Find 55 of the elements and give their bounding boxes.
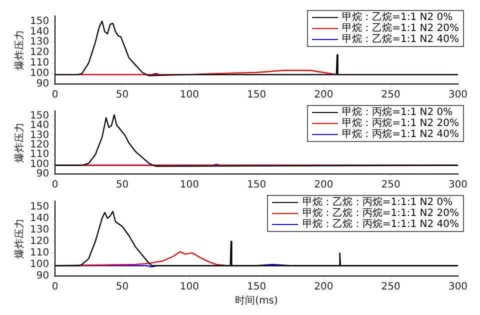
x-tick-label: 0 [52, 90, 58, 101]
x-tick-label: 300 [448, 282, 468, 293]
y-tick-label: 100 [30, 68, 50, 80]
legend-label: 甲烷：丙烷=1:1 N2 20% [342, 118, 459, 129]
legend-label: 甲烷：乙烷=1:1 N2 20% [342, 23, 459, 34]
y-tick-label: 130 [30, 130, 50, 141]
legend-label: 甲烷：丙烷=1:1 N2 40% [342, 129, 459, 140]
y-tick-label: 110 [30, 58, 50, 69]
y-tick-label: 110 [30, 248, 50, 259]
y-tick-label: 140 [30, 212, 50, 224]
x-tick-label: 250 [381, 282, 400, 293]
legend-label: 甲烷：乙烷：丙烷=1:1:1 N2 0% [302, 197, 453, 208]
y-tick-label: 130 [30, 36, 50, 48]
x-axis-title: 时间(ms) [235, 294, 278, 307]
x-tick-label: 150 [246, 90, 266, 101]
y-tick-label: 120 [30, 236, 50, 247]
y-tick-label: 120 [30, 140, 50, 151]
y-tick-label: 100 [30, 158, 50, 170]
y-tick-label: 140 [30, 120, 50, 132]
y-tick-label: 120 [30, 47, 50, 58]
x-tick-label: 300 [448, 180, 468, 191]
y-tick-label: 130 [30, 224, 50, 236]
y-tick-label: 90 [36, 168, 50, 180]
x-tick-label: 50 [116, 90, 129, 101]
x-tick-label: 250 [381, 180, 400, 191]
y-tick-label: 150 [30, 201, 50, 212]
x-tick-label: 0 [52, 282, 58, 293]
legend-label: 甲烷：乙烷：丙烷=1:1:1 N2 40% [302, 219, 459, 230]
y-axis-title: 爆炸压力 [14, 30, 26, 70]
y-axis-title: 爆炸压力 [14, 218, 26, 258]
x-tick-label: 100 [180, 90, 199, 101]
x-tick-label: 150 [246, 282, 266, 293]
x-tick-label: 100 [180, 180, 199, 191]
x-tick-label: 150 [246, 180, 266, 191]
y-tick-label: 100 [30, 259, 50, 270]
y-tick-label: 90 [36, 78, 50, 90]
legend-label: 甲烷：丙烷=1:1 N2 0% [342, 107, 453, 118]
y-tick-label: 140 [30, 26, 50, 38]
legend-label: 甲烷：乙烷：丙烷=1:1:1 N2 20% [302, 208, 459, 219]
x-tick-label: 200 [314, 282, 334, 293]
x-tick-label: 0 [52, 180, 58, 191]
x-tick-label: 50 [116, 282, 129, 293]
x-tick-label: 200 [314, 180, 334, 191]
legend-label: 甲烷：乙烷=1:1 N2 40% [342, 34, 459, 45]
y-axis-title: 爆炸压力 [14, 122, 26, 162]
y-tick-label: 150 [30, 110, 50, 122]
y-tick-label: 150 [30, 16, 50, 27]
legend-label: 甲烷：乙烷=1:1 N2 0% [342, 12, 453, 23]
x-tick-label: 300 [448, 90, 468, 101]
x-tick-label: 50 [116, 180, 129, 191]
x-tick-label: 200 [314, 90, 334, 101]
x-tick-label: 100 [180, 282, 199, 293]
y-tick-label: 90 [36, 270, 50, 282]
y-tick-label: 110 [30, 149, 50, 160]
x-tick-label: 250 [381, 90, 400, 101]
